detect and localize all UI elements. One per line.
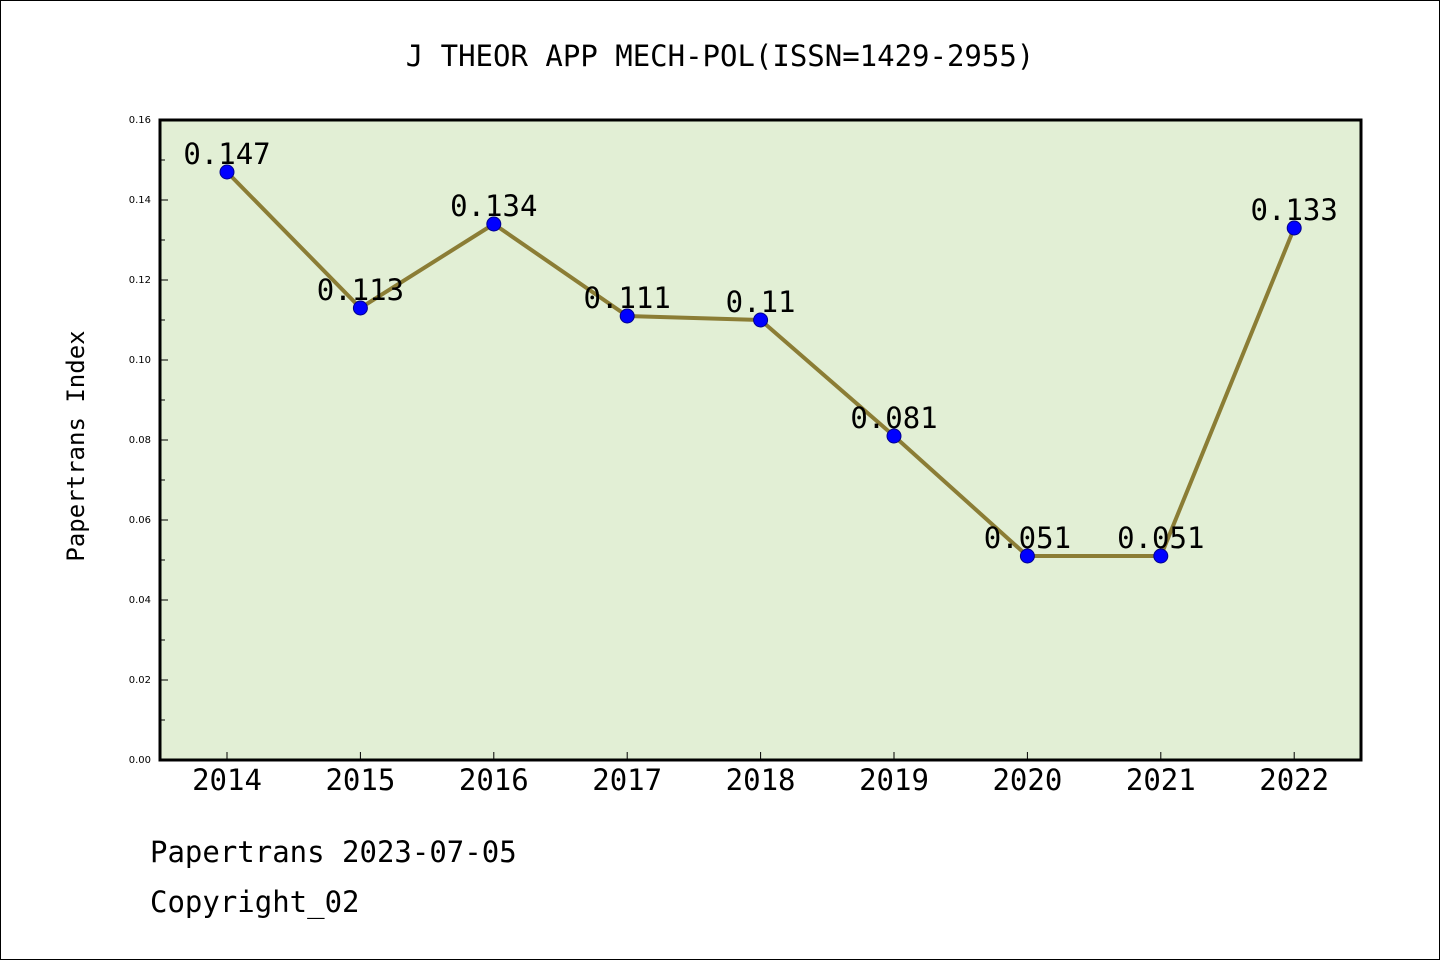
data-point bbox=[753, 312, 769, 328]
data-label: 0.051 bbox=[984, 521, 1071, 555]
data-label: 0.147 bbox=[183, 137, 270, 171]
y-tick-label: 0.08 bbox=[129, 435, 151, 446]
data-point bbox=[619, 308, 635, 324]
data-point bbox=[886, 428, 902, 444]
y-tick-label: 0.00 bbox=[129, 755, 151, 766]
y-tick-label: 0.02 bbox=[129, 675, 151, 686]
series-line-group: 0.147 0.113 0.134 0.111 0.11 0.081 0.051 0.051 0… bbox=[183, 137, 1338, 564]
data-label: 0.113 bbox=[317, 273, 404, 307]
y-tick-label: 0.12 bbox=[129, 275, 151, 286]
footer-copyright: Copyright_02 bbox=[150, 885, 360, 919]
axes: 0.00 0.02 0.04 0.06 0.08 0.10 0.12 0.14 0.16 2014… bbox=[129, 115, 1329, 797]
x-tick-label: 2014 bbox=[192, 763, 262, 797]
data-point bbox=[1153, 548, 1169, 564]
data-point bbox=[1286, 220, 1302, 236]
data-label: 0.134 bbox=[450, 189, 537, 223]
y-tick-label: 0.16 bbox=[129, 115, 151, 126]
y-tick-label: 0.10 bbox=[129, 355, 151, 366]
x-tick-label: 2022 bbox=[1259, 763, 1329, 797]
y-axis-label: Papertrans Index bbox=[62, 330, 90, 561]
x-tick-label: 2019 bbox=[859, 763, 929, 797]
data-label: 0.11 bbox=[726, 285, 796, 319]
data-label: 0.051 bbox=[1117, 521, 1204, 555]
data-label: 0.111 bbox=[584, 281, 671, 315]
plot-area bbox=[160, 120, 1361, 760]
y-tick-label: 0.14 bbox=[129, 195, 151, 206]
x-tick-label: 2015 bbox=[325, 763, 395, 797]
x-tick-label: 2021 bbox=[1126, 763, 1196, 797]
x-tick-label: 2016 bbox=[459, 763, 529, 797]
data-point bbox=[219, 164, 235, 180]
x-tick-label: 2017 bbox=[592, 763, 662, 797]
x-tick-label: 2018 bbox=[726, 763, 796, 797]
x-tick-label: 2020 bbox=[992, 763, 1062, 797]
data-label: 0.133 bbox=[1251, 193, 1338, 227]
y-tick-label: 0.06 bbox=[129, 515, 151, 526]
data-point bbox=[486, 216, 502, 232]
y-tick-label: 0.04 bbox=[129, 595, 151, 606]
footer-source-date: Papertrans 2023-07-05 bbox=[150, 835, 517, 869]
data-point bbox=[1019, 548, 1035, 564]
chart-title: J THEOR APP MECH-POL(ISSN=1429-2955) bbox=[406, 39, 1035, 73]
data-label: 0.081 bbox=[850, 401, 937, 435]
plot-border bbox=[158, 118, 1363, 762]
data-point bbox=[352, 300, 368, 316]
